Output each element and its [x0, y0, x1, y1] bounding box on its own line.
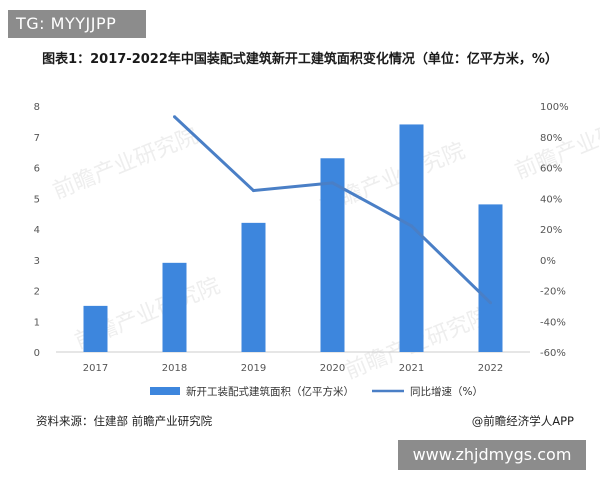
line-point — [173, 115, 176, 119]
y-right-tick-label: 40% — [540, 194, 562, 205]
y-right-tick-label: 80% — [540, 133, 562, 144]
x-tick-label: 2019 — [241, 363, 266, 374]
chart-title: 图表1：2017-2022年中国装配式建筑新开工建筑面积变化情况（单位：亿平方米… — [42, 52, 558, 67]
bar — [162, 262, 187, 352]
x-tick-label: 2017 — [83, 363, 108, 374]
corner-tag: TG: MYYJJPP — [8, 10, 146, 38]
y-left-tick-label: 7 — [34, 133, 40, 144]
y-left-tick-label: 2 — [34, 287, 40, 298]
line-point — [252, 189, 255, 193]
legend-line-label: 同比增速（%） — [410, 385, 483, 398]
y-right-tick-label: -20% — [540, 287, 566, 298]
bar — [241, 222, 266, 352]
line-series — [173, 115, 492, 305]
watermark-text: 前瞻产业研究院 — [49, 124, 201, 205]
y-left-tick-label: 0 — [34, 348, 40, 359]
y-left-tick-label: 3 — [34, 256, 40, 267]
y-left-tick-label: 5 — [34, 194, 40, 205]
y-right-tick-label: 0% — [540, 256, 556, 267]
line-point — [331, 181, 334, 185]
bar-series — [83, 124, 503, 352]
axes: 0 1 2 3 4 5 6 7 8 -60% -40% -20% 0% 20% 40% 60% 80% 100% 2… — [34, 102, 569, 374]
x-tick-label: 2018 — [162, 363, 187, 374]
y-right-tick-label: 60% — [540, 164, 562, 175]
y-right-tick-label: -60% — [540, 348, 566, 359]
bar — [399, 124, 424, 352]
y-right-tick-label: -40% — [540, 317, 566, 328]
bar — [83, 305, 108, 352]
line-point — [410, 224, 413, 228]
source-note: 资料来源：住建部 前瞻产业研究院 — [36, 414, 213, 428]
legend-bar-label: 新开工装配式建筑面积（亿平方米） — [186, 385, 354, 398]
y-left-tick-label: 1 — [34, 317, 40, 328]
y-right-tick-label: 20% — [540, 225, 562, 236]
bar — [320, 158, 345, 352]
x-tick-label: 2020 — [320, 363, 345, 374]
y-right-tick-label: 100% — [540, 102, 569, 113]
x-tick-label: 2021 — [399, 363, 424, 374]
y-left-tick-label: 8 — [34, 102, 40, 113]
legend: 新开工装配式建筑面积（亿平方米） 同比增速（%） — [150, 385, 483, 398]
bottom-tag: www.zhjdmygs.com — [398, 440, 586, 470]
legend-bar-swatch — [150, 387, 180, 395]
credit-note: @前瞻经济学人APP — [471, 414, 574, 428]
bar — [478, 204, 503, 352]
y-left-tick-label: 4 — [34, 225, 40, 236]
y-left-tick-label: 6 — [34, 164, 40, 175]
line-point — [489, 301, 492, 305]
x-tick-label: 2022 — [478, 363, 503, 374]
